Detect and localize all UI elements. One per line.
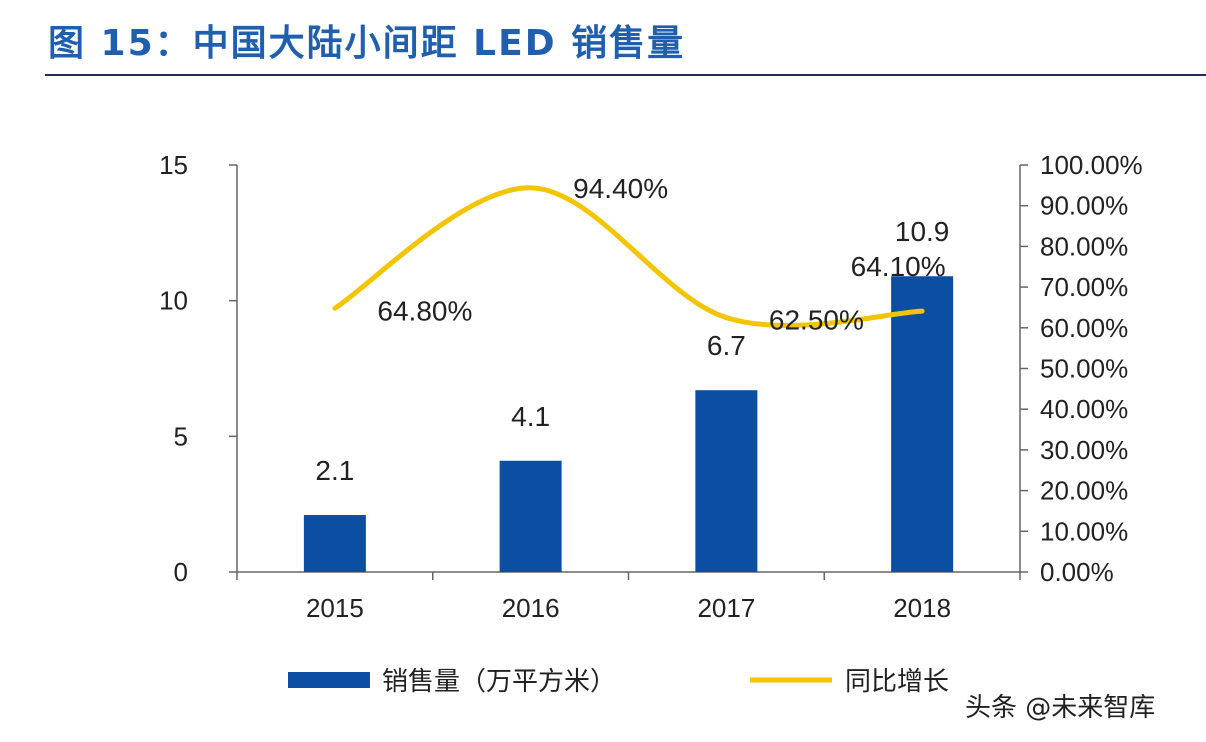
right-tick-label: 50.00% [1040,354,1128,384]
right-tick-label: 0.00% [1040,557,1114,587]
x-tick-label: 2017 [697,593,755,623]
x-tick-label: 2015 [306,593,364,623]
left-tick-label: 15 [159,150,188,180]
line-data-label: 62.50% [769,305,864,336]
left-tick-label: 5 [174,421,188,451]
bar-2015 [303,515,366,572]
bar-data-label: 10.9 [895,216,950,247]
right-tick-label: 100.00% [1040,150,1143,180]
legend-line-label: 同比增长 [845,667,949,697]
line-data-label: 94.40% [573,173,668,204]
left-tick-label: 10 [159,286,188,316]
figure-title: 图 15：中国大陆小间距 LED 销售量 [48,23,686,64]
legend-bar-swatch [288,672,370,688]
right-tick-label: 80.00% [1040,231,1128,261]
title-divider [45,74,1206,76]
bar-data-label: 6.7 [707,330,746,361]
right-tick-label: 10.00% [1040,516,1128,546]
bar-data-label: 4.1 [511,401,550,432]
line-data-label: 64.10% [851,251,946,282]
line-data-label: 64.80% [377,295,472,326]
bar-2018 [891,276,954,572]
right-tick-label: 30.00% [1040,435,1128,465]
watermark: 头条 @未来智库 [965,693,1155,723]
bar-2017 [695,390,758,572]
right-tick-label: 40.00% [1040,394,1128,424]
right-tick-label: 60.00% [1040,313,1128,343]
right-tick-label: 20.00% [1040,476,1128,506]
growth-line [332,185,925,328]
legend-bar-label: 销售量（万平方米） [382,667,616,697]
x-tick-label: 2016 [502,593,560,623]
left-tick-label: 0 [174,557,188,587]
bar-2016 [499,460,562,572]
bar-data-label: 2.1 [315,455,354,486]
right-tick-label: 70.00% [1040,272,1128,302]
x-tick-label: 2018 [893,593,951,623]
right-tick-label: 90.00% [1040,191,1128,221]
